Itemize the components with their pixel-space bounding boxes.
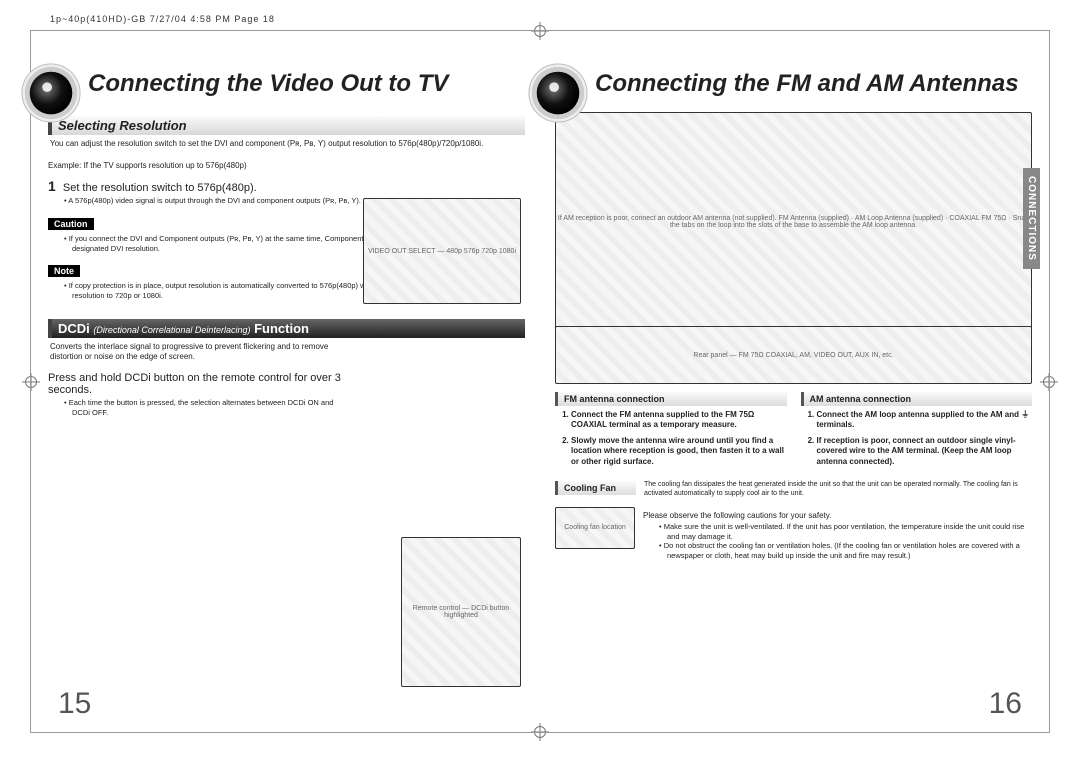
page-title-left: Connecting the Video Out to TV [88,70,525,98]
step-1-text: Set the resolution switch to 576p(480p). [63,182,257,194]
dcdi-sub: (Directional Correlational Deinterlacing… [93,325,250,335]
speaker-icon [527,62,589,124]
section-selecting-resolution: Selecting Resolution [48,116,525,135]
dcdi-step: Press and hold DCDi button on the remote… [48,372,348,396]
dcdi-tail: Function [254,321,309,336]
dcdi-main: DCDi [58,321,93,336]
side-tab-connections: CONNECTIONS [1023,168,1040,269]
figure-cooling-fan: Cooling fan location [555,507,635,549]
safety-bullet-2: Do not obstruct the cooling fan or venti… [659,541,1032,561]
figure-antenna-diagram: If AM reception is poor, connect an outd… [555,112,1032,332]
note-badge: Note [48,265,80,277]
section-dcdi: DCDi (Directional Correlational Deinterl… [48,319,525,338]
resolution-example: Example: If the TV supports resolution u… [48,161,525,170]
resolution-intro: You can adjust the resolution switch to … [48,139,525,155]
page-title-right: Connecting the FM and AM Antennas [595,70,1032,98]
step-1: 1 Set the resolution switch to 576p(480p… [48,178,525,194]
figure-video-out-select: VIDEO OUT SELECT — 480p 576p 720p 1080i [363,198,521,304]
cooling-fan-heading: Cooling Fan [555,481,636,495]
page-left: Connecting the Video Out to TV Selecting… [48,58,525,715]
speaker-icon [20,62,82,124]
fm-step-2: Slowly move the antenna wire around unti… [571,436,787,467]
page-number-16: 16 [989,687,1022,721]
page-number-15: 15 [58,687,91,721]
fm-heading: FM antenna connection [555,392,787,406]
caution-badge: Caution [48,218,94,230]
step-1-number: 1 [48,178,56,194]
safety-intro: Please observe the following cautions fo… [643,511,1032,520]
print-header-stamp: 1p~40p(410HD)-GB 7/27/04 4:58 PM Page 18 [50,14,275,24]
figure-rear-panel-wide: Rear panel — FM 75Ω COAXIAL, AM, VIDEO O… [555,326,1032,384]
cooling-note: The cooling fan dissipates the heat gene… [644,481,1032,499]
page-right: Connecting the FM and AM Antennas CONNEC… [555,58,1032,715]
dcdi-intro: Converts the interlace signal to progres… [48,342,348,368]
fm-step-1: Connect the FM antenna supplied to the F… [571,410,787,431]
figure-remote-dcdi: Remote control — DCDi button highlighted [401,537,521,687]
am-step-2: If reception is poor, connect an outdoor… [817,436,1033,467]
dcdi-bullet: Each time the button is pressed, the sel… [64,398,348,418]
am-step-1: Connect the AM loop antenna supplied to … [817,410,1033,431]
am-heading: AM antenna connection [801,392,1033,406]
safety-bullet-1: Make sure the unit is well-ventilated. I… [659,522,1032,542]
